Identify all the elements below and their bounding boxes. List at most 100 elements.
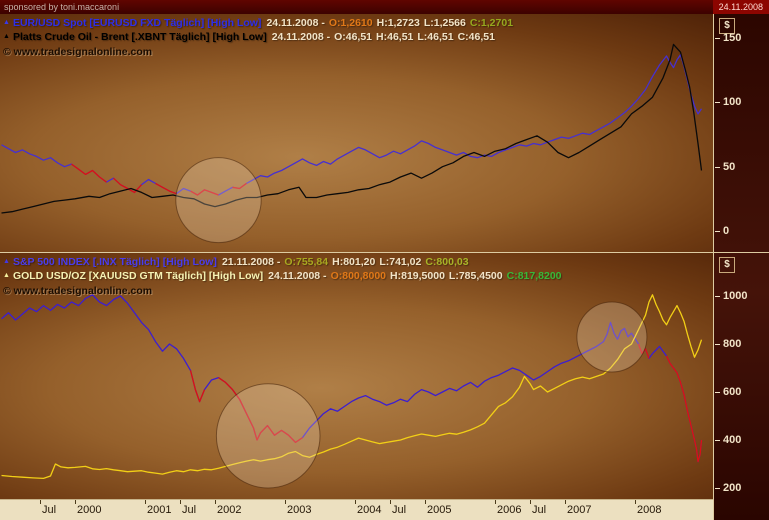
tick-mark-icon (145, 500, 146, 504)
highlight-circle (215, 383, 321, 489)
spx-line-down[interactable] (218, 377, 303, 444)
tick-mark-icon (715, 295, 720, 297)
y-tick: 200 (715, 482, 741, 494)
open-value: O:46,51 (334, 31, 373, 43)
close-value: C:800,03 (425, 256, 469, 268)
tick-mark-icon (495, 500, 496, 504)
x-tick-label: Jul (182, 504, 197, 516)
tick-mark-icon (635, 500, 636, 504)
highlight-circle (576, 301, 648, 373)
eurusd-line[interactable] (1, 54, 703, 196)
brent-line[interactable] (1, 43, 703, 214)
sponsor-link[interactable]: sponsored by toni.maccaroni (4, 2, 120, 12)
high-value: H:1,2723 (376, 17, 420, 29)
legend-top: ▲ EUR/USD Spot [EURUSD FXD Täglich] [High… (3, 16, 517, 59)
high-value: H:46,51 (376, 31, 414, 43)
open-value: O:800,8000 (330, 270, 387, 282)
axis-unit-badge: $ (719, 18, 735, 34)
close-value: C:1,2701 (469, 17, 514, 29)
y-tick-label: 50 (723, 161, 736, 173)
highlight-circle (175, 157, 262, 244)
panel-eurusd-oil[interactable]: ▲ EUR/USD Spot [EURUSD FXD Täglich] [High… (0, 14, 713, 252)
tick-mark-icon (215, 500, 216, 504)
legend-brent[interactable]: ▲ Platts Crude Oil - Brent [.XBNT Täglich… (3, 30, 517, 44)
tick-mark-icon (715, 37, 720, 39)
y-tick-label: 800 (723, 338, 742, 350)
y-tick-label: 1000 (723, 290, 748, 302)
y-tick: 800 (715, 338, 741, 350)
tick-mark-icon (40, 500, 41, 504)
spx-line-down[interactable] (665, 355, 703, 463)
series-date: 24.11.2008 - (268, 270, 327, 282)
tick-mark-icon (715, 487, 720, 489)
y-tick: 1000 (715, 290, 747, 302)
tick-mark-icon (285, 500, 286, 504)
watermark: © www.tradesignalonline.com (3, 46, 153, 58)
tick-mark-icon (180, 500, 181, 504)
y-tick: 400 (715, 434, 741, 446)
tick-mark-icon (355, 500, 356, 504)
low-value: L:46,51 (417, 31, 454, 43)
x-tick-label: 2004 (357, 504, 382, 516)
series-marker-icon: ▲ (3, 33, 10, 40)
price-axis-column: $ 150 100 50 0 $ 1000 800 600 400 200 (713, 14, 769, 520)
y-tick: 50 (715, 161, 735, 173)
close-value: C:46,51 (457, 31, 495, 43)
low-value: L:741,02 (379, 256, 422, 268)
legend-eurusd[interactable]: ▲ EUR/USD Spot [EURUSD FXD Täglich] [High… (3, 16, 517, 30)
eurusd-line-down[interactable] (155, 182, 177, 195)
tick-mark-icon (715, 230, 720, 232)
low-value: L:1,2566 (423, 17, 466, 29)
series-name: GOLD USD/OZ [XAUUSD GTM Täglich] [High L… (12, 270, 264, 282)
series-date: 21.11.2008 - (221, 256, 281, 268)
eurusd-line-down[interactable] (113, 177, 142, 194)
series-marker-icon: ▲ (3, 258, 10, 265)
eurusd-line-down[interactable] (232, 182, 247, 190)
open-value: O:1,2610 (328, 17, 373, 29)
legend-gold[interactable]: ▲ GOLD USD/OZ [XAUUSD GTM Täglich] [High … (3, 269, 566, 283)
close-value: C:817,8200 (506, 270, 562, 282)
panel-spx-gold[interactable]: ▲ S&P 500 INDEX [.INX Täglich] [High Low]… (0, 252, 713, 499)
x-tick-label: 2003 (287, 504, 312, 516)
y-tick-label: 600 (723, 386, 742, 398)
eurusd-line-down[interactable] (71, 163, 107, 183)
price-axis-top[interactable]: $ 150 100 50 0 (714, 14, 769, 252)
chart-area: ▲ EUR/USD Spot [EURUSD FXD Täglich] [High… (0, 14, 713, 520)
tick-mark-icon (565, 500, 566, 504)
series-name: S&P 500 INDEX [.INX Täglich] [High Low] (12, 256, 217, 268)
x-tick-label: 2005 (427, 504, 452, 516)
legend-bottom: ▲ S&P 500 INDEX [.INX Täglich] [High Low]… (3, 255, 566, 298)
tick-mark-icon (715, 391, 720, 393)
price-axis-bottom[interactable]: $ 1000 800 600 400 200 (714, 252, 769, 520)
low-value: L:785,4500 (448, 270, 503, 282)
series-name: Platts Crude Oil - Brent [.XBNT Täglich]… (12, 31, 267, 43)
y-tick: 0 (715, 225, 729, 237)
tick-mark-icon (715, 166, 720, 168)
tick-mark-icon (715, 343, 720, 345)
price-plot-bottom[interactable] (0, 253, 713, 499)
gold-line[interactable] (1, 294, 703, 480)
high-value: H:801,20 (332, 256, 376, 268)
y-tick-label: 200 (723, 482, 742, 494)
series-date: 24.11.2008 - (271, 31, 331, 43)
series-date: 24.11.2008 - (266, 17, 325, 29)
series-marker-icon: ▲ (3, 19, 10, 26)
y-tick: 150 (715, 32, 741, 44)
tick-mark-icon (75, 500, 76, 504)
tick-mark-icon (425, 500, 426, 504)
x-tick-label: 2000 (77, 504, 102, 516)
watermark: © www.tradesignalonline.com (3, 285, 153, 297)
open-value: O:755,84 (284, 256, 329, 268)
price-plot-top[interactable] (0, 14, 713, 252)
high-value: H:819,5000 (390, 270, 445, 282)
legend-spx[interactable]: ▲ S&P 500 INDEX [.INX Täglich] [High Low]… (3, 255, 566, 269)
series-marker-icon: ▲ (3, 272, 10, 279)
spx-line-down[interactable] (189, 370, 206, 403)
y-tick: 600 (715, 386, 741, 398)
x-tick-label: 2007 (567, 504, 592, 516)
axis-unit-badge: $ (719, 257, 735, 273)
time-axis[interactable]: Jul 2000 2001 Jul 2002 2003 2004 Jul 2005 2006 Jul… (0, 499, 713, 520)
series-name: EUR/USD Spot [EURUSD FXD Täglich] [High … (12, 17, 262, 29)
eurusd-line-down[interactable] (190, 189, 219, 196)
